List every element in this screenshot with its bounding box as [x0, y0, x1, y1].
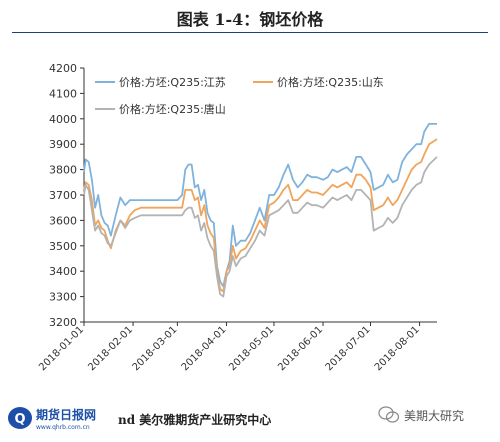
y-tick-label: 3300 — [49, 291, 77, 304]
publisher-logo-url: www.qhrb.com.cn — [36, 424, 90, 431]
y-tick-label: 4100 — [49, 87, 77, 100]
x-tick-label: 2018-05-01 — [227, 324, 276, 373]
x-tick-label: 2018-08-01 — [373, 324, 422, 373]
series-line-3 — [83, 156, 438, 298]
x-tick-label: 2018-04-01 — [180, 324, 229, 373]
page-title: 图表 1-4：钢坯价格 — [176, 10, 324, 29]
title-divider — [12, 32, 488, 33]
y-tick-label: 3400 — [49, 265, 77, 278]
y-tick-label: 3800 — [49, 164, 77, 177]
y-tick-label: 3600 — [49, 214, 77, 227]
chart-lines — [83, 123, 438, 298]
line-chart: 3200 3300 3400 3500 3600 3700 3800 3900 4000 4100… — [37, 62, 438, 373]
x-tick-label: 2018-02-01 — [86, 324, 135, 373]
svg-text:Q: Q — [14, 412, 25, 427]
wechat-label: 美期大研究 — [404, 408, 465, 423]
publisher-logo-text: 期货日报网 — [36, 407, 96, 422]
y-tick-label: 3900 — [49, 138, 77, 151]
publisher-logo: Q 期货日报网 www.qhrb.com.cn — [8, 407, 96, 431]
wechat-icon — [378, 406, 400, 423]
x-tick-label: 2018-06-01 — [276, 324, 325, 373]
y-tick-label: 4000 — [49, 113, 77, 126]
legend-label-3: 价格:方坯:Q235:唐山 — [119, 102, 226, 116]
legend-label-2: 价格:方坯:Q235:山东 — [277, 75, 384, 89]
y-tick-label: 3700 — [49, 189, 77, 202]
series-line-1 — [83, 123, 437, 288]
y-tick-label: 3200 — [49, 316, 77, 329]
x-tick-label: 2018-03-01 — [131, 324, 180, 373]
x-tick-label: 2018-01-01 — [37, 324, 86, 373]
wechat-account: 美期大研究 — [378, 406, 464, 424]
series-line-2 — [83, 138, 438, 293]
legend-label-1: 价格:方坯:Q235:江苏 — [119, 75, 226, 89]
y-tick-label: 4200 — [49, 62, 77, 75]
x-tick-label: 2018-07-01 — [324, 324, 373, 373]
data-source: nd 美尔雅期货产业研究中心 — [118, 413, 272, 427]
y-tick-label: 3500 — [49, 240, 77, 253]
